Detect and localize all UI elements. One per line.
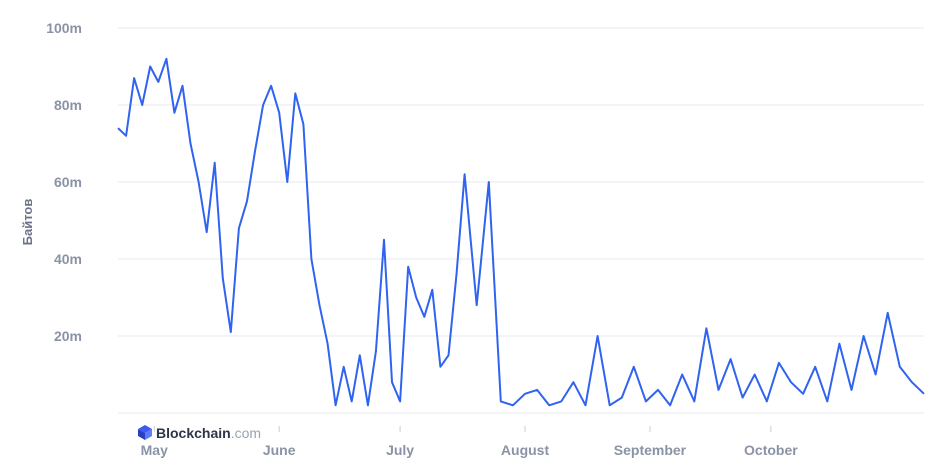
- brand-suffix: .com: [231, 425, 261, 441]
- blockchain-logo-icon: [138, 425, 152, 440]
- x-tick-label: August: [501, 442, 550, 458]
- grid-lines: [118, 27, 924, 414]
- y-tick-label: 80m: [54, 97, 82, 113]
- x-tick-label: June: [263, 442, 296, 458]
- x-tick-label: September: [614, 442, 687, 458]
- y-axis-title: Байтов: [20, 199, 35, 246]
- y-axis-ticks: 100m 80m 60m 40m 20m: [46, 20, 82, 344]
- y-tick-label: 100m: [46, 20, 82, 36]
- x-axis-ticks: May June July August September October: [141, 426, 798, 458]
- brand-name: Blockchain: [156, 425, 231, 441]
- brand-logo: Blockchain.com: [138, 425, 261, 441]
- series-line: [117, 57, 925, 407]
- x-tick-label: May: [141, 442, 168, 458]
- y-tick-label: 20m: [54, 328, 82, 344]
- x-tick-label: October: [744, 442, 798, 458]
- y-tick-label: 60m: [54, 174, 82, 190]
- y-tick-label: 40m: [54, 251, 82, 267]
- x-tick-label: July: [386, 442, 414, 458]
- svg-text:Blockchain.com: Blockchain.com: [156, 425, 261, 441]
